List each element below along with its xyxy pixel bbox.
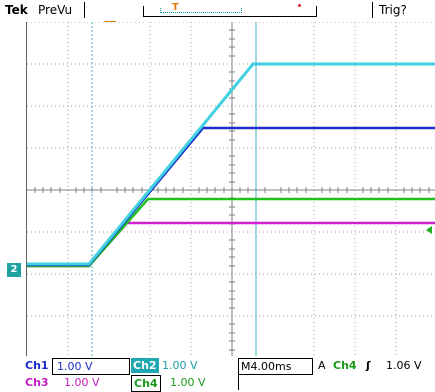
ch3-scale[interactable]: 1.00 V <box>64 376 100 389</box>
trigger-level[interactable]: 1.06 V <box>386 359 422 372</box>
trigger-level-marker[interactable] <box>426 226 432 234</box>
record-position-dot <box>298 4 301 7</box>
trigger-status: Trig? <box>379 3 407 17</box>
waveform-display <box>26 22 435 356</box>
ch2-label[interactable]: Ch2 <box>131 358 159 373</box>
status-bar: Tek PreVu T Trig? <box>0 0 435 22</box>
ch2-ground-marker[interactable]: 2 <box>7 263 21 277</box>
ch1-waveform <box>27 126 435 267</box>
ch1-label[interactable]: Ch1 <box>25 359 49 372</box>
ch3-label[interactable]: Ch3 <box>25 376 49 389</box>
ch1-scale[interactable]: 1.00 V <box>52 358 130 375</box>
trigger-mode: A <box>318 359 326 372</box>
ch3-waveform <box>27 221 435 268</box>
brand-logo: Tek <box>5 3 28 17</box>
trigger-source[interactable]: Ch4 <box>333 359 357 372</box>
ch2-scale[interactable]: 1.00 V <box>162 359 198 372</box>
record-length-bar <box>143 6 317 17</box>
record-trigger-marker: T <box>172 2 179 13</box>
ch2-waveform <box>27 62 435 266</box>
timebase-prefix: M <box>241 360 251 373</box>
readout-bar: Ch1 1.00 V Ch2 1.00 V M4.00ms A Ch4 ʃ 1.… <box>0 358 435 392</box>
record-view-window <box>160 8 242 13</box>
acquisition-mode: PreVu <box>38 3 73 17</box>
ch4-scale[interactable]: 1.00 V <box>170 376 206 389</box>
rising-edge-icon: ʃ <box>366 359 371 372</box>
timebase-value: 4.00ms <box>250 360 292 373</box>
center-axis-ticks <box>34 29 430 351</box>
divider <box>238 375 239 390</box>
graticule-svg <box>27 22 435 356</box>
timebase[interactable]: M4.00ms <box>238 358 313 375</box>
divider <box>372 2 373 18</box>
graticule-center-axes <box>27 22 435 356</box>
ch4-label[interactable]: Ch4 <box>131 375 161 392</box>
divider <box>84 2 85 18</box>
